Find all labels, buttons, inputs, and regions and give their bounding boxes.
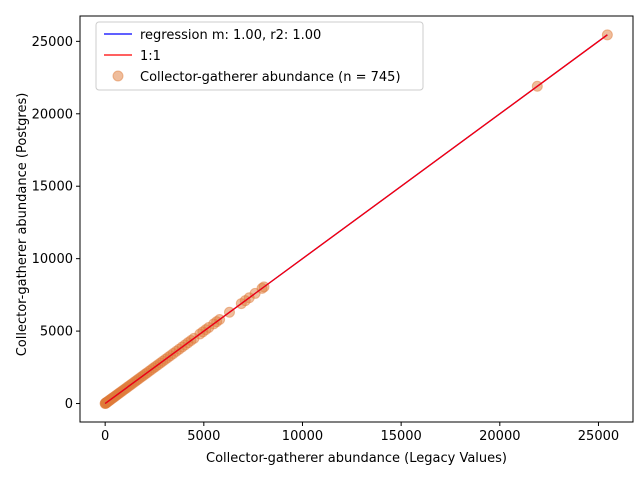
x-axis-ticks: 0 5000 10000 15000 20000 25000	[101, 422, 619, 444]
legend-one-to-one-label: 1:1	[140, 49, 161, 64]
plot-area	[99, 29, 613, 410]
axes-frame	[79, 15, 634, 423]
x-tick-label: 15000	[380, 429, 421, 444]
y-tick-label: 20000	[32, 107, 73, 122]
y-tick-label: 25000	[32, 35, 73, 50]
legend-frame	[95, 21, 424, 91]
y-tick-label: 15000	[32, 180, 73, 195]
scatter-point	[601, 29, 613, 41]
y-tick-label: 0	[65, 397, 73, 412]
x-tick-label: 20000	[479, 429, 520, 444]
axes-border	[79, 15, 634, 423]
legend: regression m: 1.00, r2: 1.00 1:1 Collect…	[95, 21, 424, 91]
x-tick-label: 10000	[282, 429, 323, 444]
legend-regression-label: regression m: 1.00, r2: 1.00	[140, 28, 321, 43]
x-axis-label: Collector-gatherer abundance (Legacy Val…	[206, 451, 507, 466]
y-tick-label: 10000	[32, 252, 73, 267]
x-tick-label: 5000	[187, 429, 220, 444]
x-tick-label: 0	[101, 429, 109, 444]
y-axis-label: Collector-gatherer abundance (Postgres)	[15, 93, 30, 357]
one-to-one-line	[104, 34, 608, 405]
legend-scatter-label: Collector-gatherer abundance (n = 745)	[140, 70, 401, 85]
y-tick-label: 5000	[40, 325, 73, 340]
y-axis-ticks: 0 5000 10000 15000 20000 25000	[32, 35, 80, 412]
legend-scatter-swatch	[112, 70, 124, 82]
x-tick-label: 25000	[578, 429, 619, 444]
